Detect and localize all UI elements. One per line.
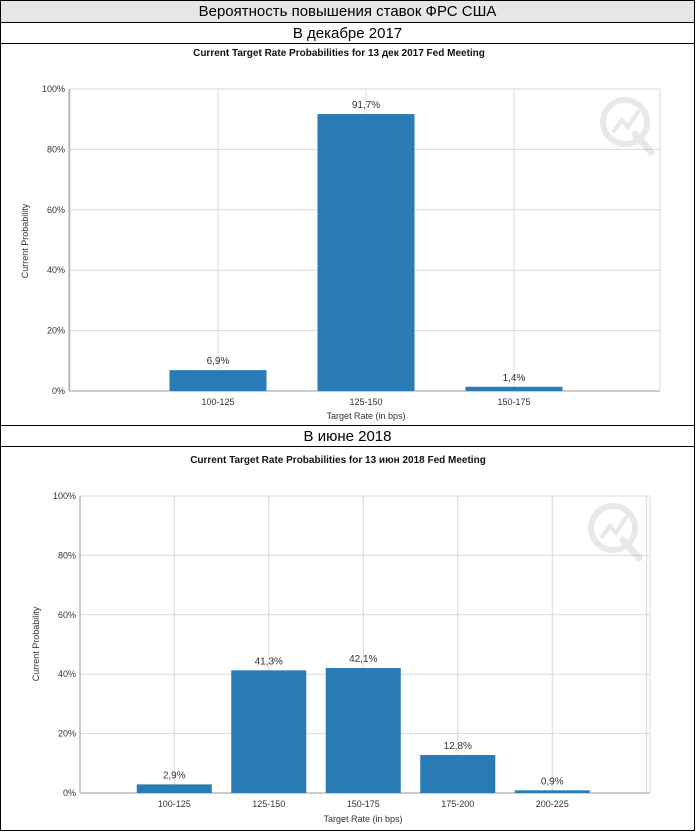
y-tick-label: 100% bbox=[53, 491, 76, 501]
x-tick-label-150-175: 150-175 bbox=[347, 799, 380, 809]
y-tick-label: 60% bbox=[58, 610, 76, 620]
bar-chart-june-2018: Current Target Rate Probabilities for 13… bbox=[31, 455, 651, 824]
bar-chart-december-2017: Current Target Rate Probabilities for 13… bbox=[20, 48, 661, 421]
y-tick-label: 0% bbox=[63, 788, 76, 798]
x-tick-label-175-200: 175-200 bbox=[441, 799, 474, 809]
x-tick-label-125-150: 125-150 bbox=[252, 799, 285, 809]
chart-panel-june-2018: Current Target Rate Probabilities for 13… bbox=[0, 446, 695, 831]
data-label-125-150: 41,3% bbox=[255, 656, 283, 667]
y-tick-label: 20% bbox=[47, 326, 65, 336]
bars bbox=[169, 114, 563, 391]
data-label-125-150: 91,7% bbox=[352, 100, 380, 111]
chart-title: Current Target Rate Probabilities for 13… bbox=[190, 455, 486, 466]
y-tick-label: 20% bbox=[58, 729, 76, 739]
bar-125-150 bbox=[231, 670, 307, 793]
x-tick-label-100-125: 100-125 bbox=[158, 799, 191, 809]
y-axis-label: Current Probability bbox=[31, 606, 41, 681]
chart-panel-december-2017: Current Target Rate Probabilities for 13… bbox=[0, 43, 695, 426]
x-tick-label-125-150: 125-150 bbox=[349, 397, 382, 407]
x-axis-label: Target Rate (in bps) bbox=[326, 411, 405, 421]
y-tick-label: 40% bbox=[47, 265, 65, 275]
bar-150-175 bbox=[325, 667, 401, 793]
quote-logo-icon bbox=[600, 97, 655, 156]
quote-logo-icon bbox=[588, 503, 643, 562]
x-tick-label-150-175: 150-175 bbox=[497, 397, 530, 407]
bar-100-125 bbox=[169, 370, 267, 391]
x-tick-labels: 100-125 125-150 150-175 175-200 200-225 bbox=[158, 799, 569, 809]
bars bbox=[136, 667, 590, 793]
y-tick-label: 60% bbox=[47, 205, 65, 215]
data-label-175-200: 12,8% bbox=[444, 741, 472, 752]
data-label-100-125: 6,9% bbox=[207, 356, 230, 367]
main-title: Вероятность повышения ставок ФРС США bbox=[0, 0, 695, 23]
bar-100-125 bbox=[136, 784, 212, 793]
chart-title: Current Target Rate Probabilities for 13… bbox=[193, 48, 485, 59]
y-tick-label: 40% bbox=[58, 669, 76, 679]
data-label-100-125: 2,9% bbox=[163, 770, 186, 781]
x-tick-label-100-125: 100-125 bbox=[201, 397, 234, 407]
data-labels: 2,9% 41,3% 42,1% 12,8% 0,9% bbox=[163, 654, 564, 787]
y-tick-labels: 0% 20% 40% 60% 80% 100% bbox=[42, 84, 65, 396]
section-heading-june-2018: В июне 2018 bbox=[0, 425, 695, 447]
section-heading-december-2017: В декабре 2017 bbox=[0, 22, 695, 44]
y-tick-labels: 0% 20% 40% 60% 80% 100% bbox=[53, 491, 76, 798]
bar-125-150 bbox=[317, 114, 415, 391]
y-tick-label: 80% bbox=[58, 550, 76, 560]
x-tick-label-200-225: 200-225 bbox=[536, 799, 569, 809]
data-label-200-225: 0,9% bbox=[541, 776, 564, 787]
x-tick-labels: 100-125 125-150 150-175 bbox=[201, 397, 530, 407]
bar-200-225 bbox=[514, 790, 590, 793]
y-tick-label: 100% bbox=[42, 84, 65, 94]
data-label-150-175: 42,1% bbox=[349, 654, 377, 665]
y-tick-label: 0% bbox=[52, 386, 65, 396]
x-axis-label: Target Rate (in bps) bbox=[323, 814, 402, 824]
bar-175-200 bbox=[420, 754, 496, 793]
y-tick-label: 80% bbox=[47, 144, 65, 154]
data-label-150-175: 1,4% bbox=[503, 373, 526, 384]
data-labels: 6,9% 91,7% 1,4% bbox=[207, 100, 526, 384]
y-axis-label: Current Probability bbox=[20, 203, 30, 278]
bar-150-175 bbox=[465, 386, 563, 391]
